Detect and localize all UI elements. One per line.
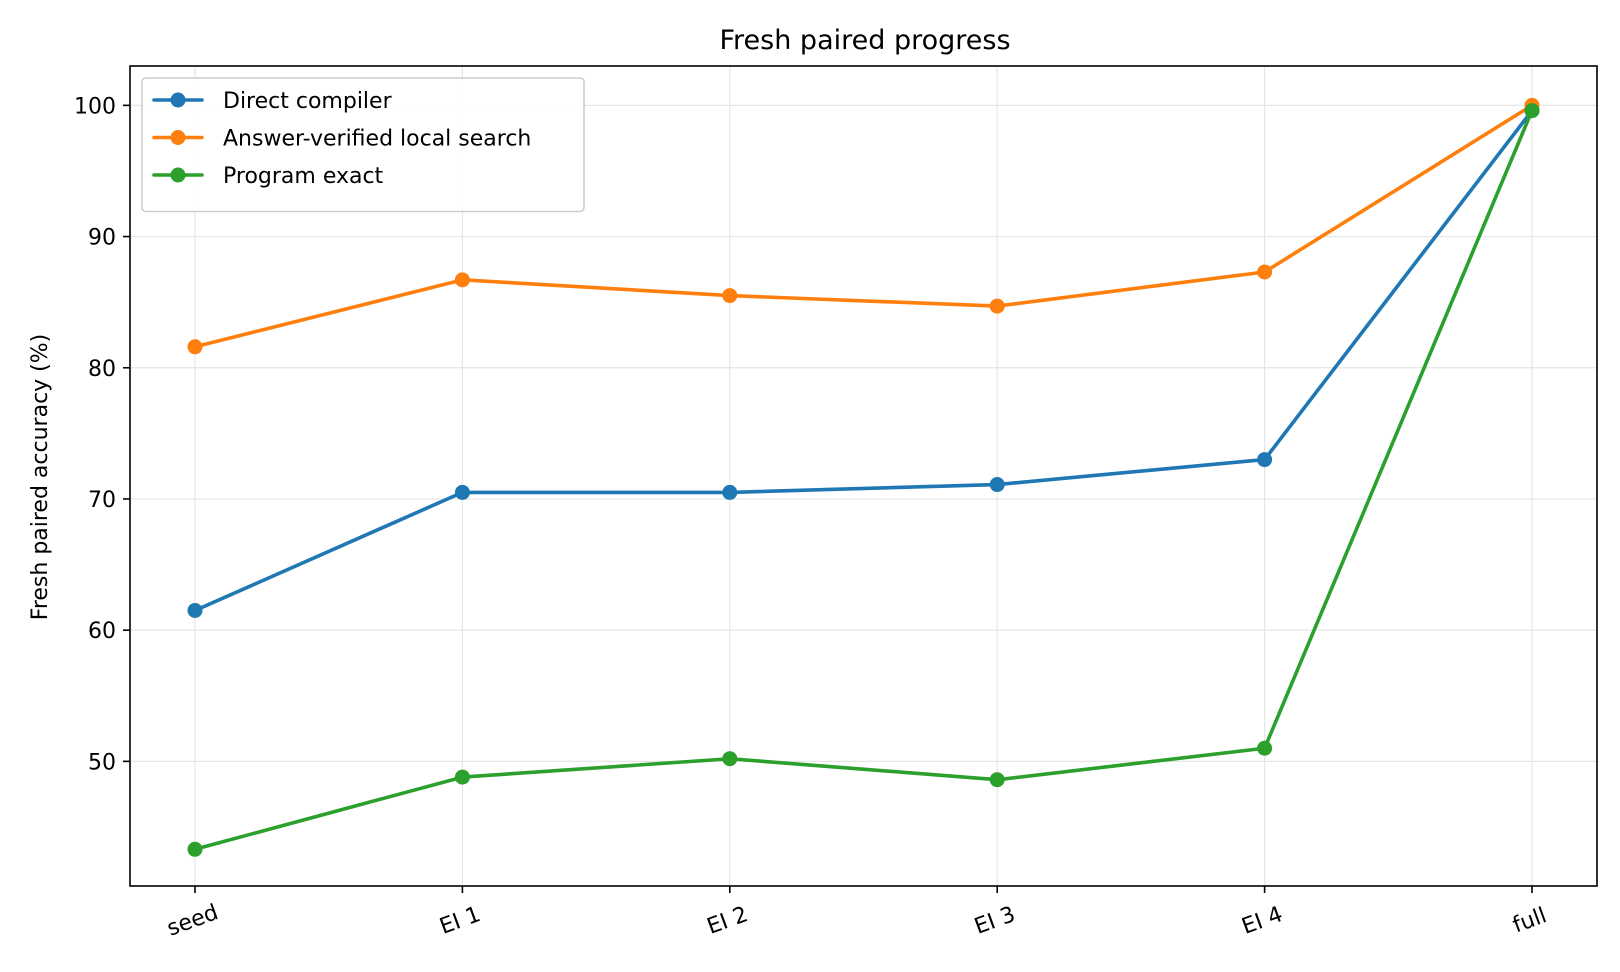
- data-point-answer-verified-local-search: [187, 339, 203, 355]
- x-tick-label: full: [1510, 903, 1550, 938]
- y-axis-label: Fresh paired accuracy (%): [28, 334, 53, 620]
- y-tick-label: 80: [88, 357, 116, 382]
- legend-label-program-exact: Program exact: [223, 164, 384, 189]
- legend-box: [141, 77, 585, 213]
- data-point-answer-verified-local-search: [722, 288, 738, 304]
- data-point-answer-verified-local-search: [1257, 264, 1273, 280]
- data-point-direct-compiler: [187, 602, 203, 618]
- legend-swatch-marker-answer-verified-local-search: [170, 130, 186, 145]
- series-line-program-exact: [193, 108, 1534, 852]
- series-line-answer-verified-local-search: [193, 103, 1534, 349]
- y-tick-label: 60: [88, 619, 116, 644]
- data-point-program-exact: [989, 772, 1005, 788]
- data-point-program-exact: [722, 751, 738, 767]
- x-tick-label: EI 3: [971, 902, 1018, 940]
- legend: Direct compiler Answer-verified local sea…: [141, 77, 585, 213]
- x-tick-label: EI 4: [1239, 902, 1286, 940]
- data-point-program-exact: [187, 841, 203, 857]
- data-point-answer-verified-local-search: [454, 272, 470, 288]
- data-point-direct-compiler: [1257, 452, 1273, 468]
- chart-title: Fresh paired progress: [719, 25, 1010, 56]
- series-program-exact: [187, 103, 1540, 857]
- data-point-program-exact: [1524, 103, 1540, 119]
- y-tick-label: 50: [88, 750, 116, 775]
- x-tick-label: EI 2: [704, 902, 751, 940]
- data-point-program-exact: [454, 769, 470, 785]
- data-point-answer-verified-local-search: [989, 298, 1005, 314]
- y-tick-label: 90: [88, 226, 116, 251]
- legend-label-answer-verified-local-search: Answer-verified local search: [223, 127, 531, 152]
- x-axis-ticks: seed EI 1 EI 2 EI 3 EI 4 full: [164, 886, 1550, 942]
- legend-items: Direct compiler Answer-verified local sea…: [152, 89, 531, 189]
- series-line-direct-compiler: [193, 108, 1534, 613]
- series-layer: [187, 97, 1540, 857]
- y-axis-ticks: 50 60 70 80 90 100: [74, 94, 130, 775]
- x-tick-label: EI 1: [436, 902, 483, 940]
- legend-label-direct-compiler: Direct compiler: [223, 89, 393, 114]
- x-tick-label: seed: [164, 900, 222, 941]
- y-tick-label: 70: [88, 488, 116, 513]
- legend-swatch-marker-direct-compiler: [170, 92, 186, 108]
- plot-area-frame: [129, 65, 1598, 887]
- data-point-direct-compiler: [989, 477, 1005, 493]
- data-point-program-exact: [1257, 740, 1273, 756]
- data-point-direct-compiler: [454, 484, 470, 500]
- data-point-direct-compiler: [722, 484, 738, 500]
- y-tick-label: 100: [74, 94, 116, 119]
- legend-swatch-marker-program-exact: [170, 167, 186, 183]
